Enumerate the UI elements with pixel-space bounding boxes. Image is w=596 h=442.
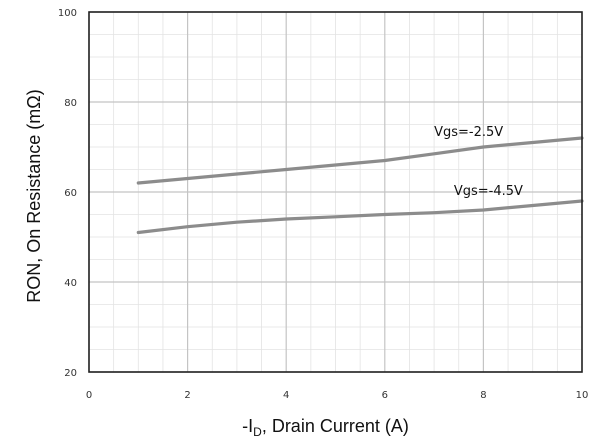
plot-frame	[88, 11, 583, 373]
series-label-2: Vgs=-4.5V	[454, 184, 523, 199]
x-tick-label: 4	[283, 390, 289, 401]
x-axis-title-rest: , Drain Current (A)	[262, 416, 409, 436]
y-tick-label: 80	[64, 98, 77, 109]
series-line-1	[136, 136, 584, 185]
y-tick-label: 40	[64, 278, 77, 289]
x-axis-title: -ID, Drain Current (A)	[242, 416, 409, 439]
x-tick-labels: 0 2 4 6 8 10	[86, 390, 589, 401]
series-line-2	[136, 199, 584, 235]
y-tick-labels: 20 40 60 80 100	[58, 8, 77, 379]
y-axis-title: RON, On Resistance (mΩ)	[24, 89, 44, 303]
x-tick-label: 10	[576, 390, 589, 401]
x-axis-title-main: -I	[242, 416, 253, 436]
x-tick-label: 0	[86, 390, 92, 401]
series-lines	[136, 136, 584, 235]
series-labels: Vgs=-2.5V Vgs=-4.5V	[434, 125, 523, 199]
x-tick-label: 2	[184, 390, 190, 401]
y-tick-label: 20	[64, 368, 77, 379]
y-tick-label: 100	[58, 8, 77, 19]
x-tick-label: 8	[480, 390, 486, 401]
series-label-1: Vgs=-2.5V	[434, 125, 503, 140]
x-tick-label: 6	[382, 390, 388, 401]
y-tick-label: 60	[64, 188, 77, 199]
x-axis-title-subscript: D	[253, 425, 262, 439]
